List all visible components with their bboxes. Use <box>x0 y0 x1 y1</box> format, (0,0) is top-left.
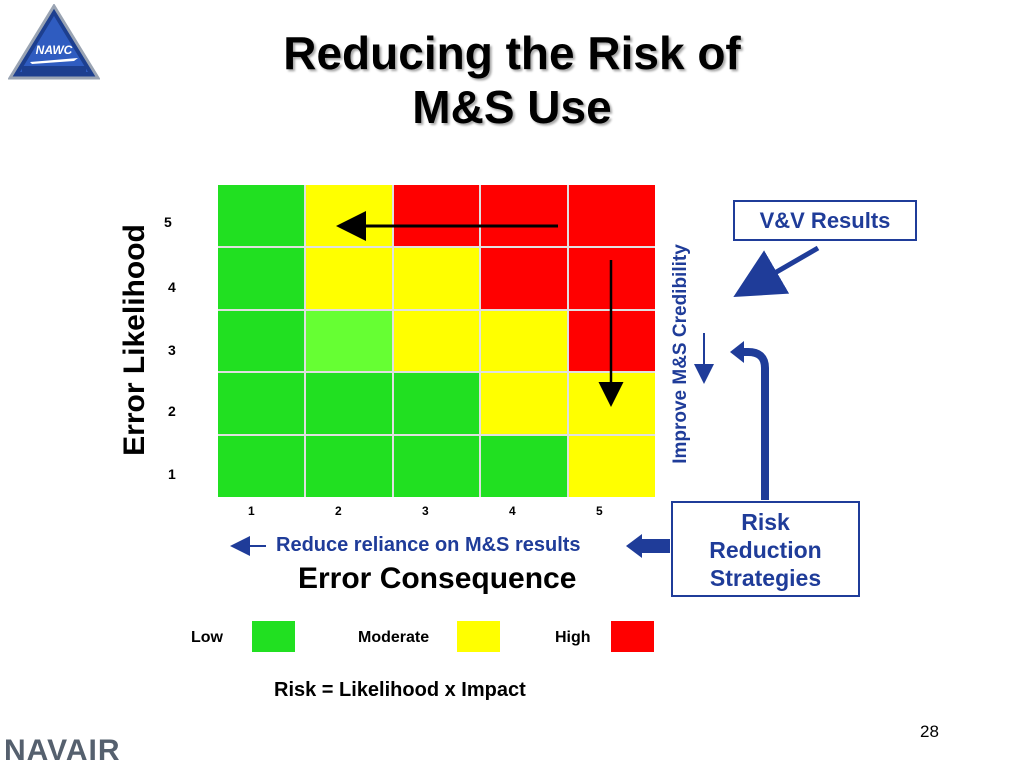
y-tick-4: 4 <box>168 279 176 295</box>
x-tick-3: 3 <box>422 504 429 518</box>
y-tick-2: 2 <box>168 403 176 419</box>
matrix-cell <box>305 247 392 309</box>
vv-results-box: V&V Results <box>733 200 917 241</box>
matrix-cell <box>305 185 392 246</box>
matrix-cell <box>393 373 480 435</box>
risk-reduction-box: Risk Reduction Strategies <box>671 501 860 597</box>
matrix-cell <box>218 373 304 435</box>
legend-high-label: High <box>555 629 591 646</box>
matrix-cell <box>393 247 480 309</box>
matrix-cell <box>569 247 655 309</box>
legend-low-label: Low <box>191 629 223 646</box>
matrix-cell <box>481 436 568 497</box>
x-tick-2: 2 <box>335 504 342 518</box>
matrix-cell <box>481 373 568 435</box>
title-line-1: Reducing the Risk of <box>283 27 741 79</box>
x-tick-4: 4 <box>509 504 516 518</box>
matrix-cell <box>393 436 480 497</box>
page-number: 28 <box>920 722 939 741</box>
reduce-reliance-label: Reduce reliance on M&S results <box>276 534 581 556</box>
navair-footer-logo: NAVAIR <box>4 734 121 767</box>
legend-moderate-label: Moderate <box>358 629 430 646</box>
matrix-cell <box>305 373 392 435</box>
risk-reduction-line-3: Strategies <box>709 565 822 591</box>
matrix-cell <box>569 185 655 246</box>
legend-moderate-swatch <box>457 621 500 652</box>
matrix-cell <box>393 310 480 372</box>
x-tick-1: 1 <box>248 504 255 518</box>
legend-low-swatch <box>252 621 295 652</box>
y-tick-1: 1 <box>168 466 176 482</box>
x-axis-title: Error Consequence <box>298 562 577 595</box>
nawc-logo: NAWC <box>7 3 101 82</box>
matrix-cell <box>393 185 480 246</box>
matrix-cell <box>305 310 392 372</box>
matrix-cell <box>218 310 304 372</box>
y-tick-5: 5 <box>164 214 172 230</box>
risk-reduction-curved-arrow <box>742 348 769 500</box>
risk-reduction-line-2: Reduction <box>709 537 822 563</box>
risk-matrix <box>218 185 655 497</box>
matrix-cell <box>218 247 304 309</box>
matrix-cell <box>569 310 655 372</box>
x-tick-5: 5 <box>596 504 603 518</box>
vv-results-arrow <box>733 245 820 298</box>
y-tick-3: 3 <box>168 342 176 358</box>
improve-credibility-label: Improve M&S Credibility <box>670 244 691 464</box>
legend-high-swatch <box>611 621 654 652</box>
matrix-cell <box>218 436 304 497</box>
matrix-cell <box>218 185 304 246</box>
logo-text: NAWC <box>36 43 73 57</box>
matrix-cell <box>569 436 655 497</box>
y-axis-title: Error Likelihood <box>118 224 151 456</box>
matrix-cell <box>481 185 568 246</box>
page-title: Reducing the Risk of M&S Use <box>200 26 824 134</box>
matrix-cell <box>481 310 568 372</box>
matrix-cell <box>481 247 568 309</box>
risk-reduction-line-1: Risk <box>741 509 790 535</box>
title-line-2: M&S Use <box>412 81 612 133</box>
risk-formula: Risk = Likelihood x Impact <box>274 679 526 701</box>
matrix-cell <box>569 373 655 435</box>
matrix-cell <box>305 436 392 497</box>
